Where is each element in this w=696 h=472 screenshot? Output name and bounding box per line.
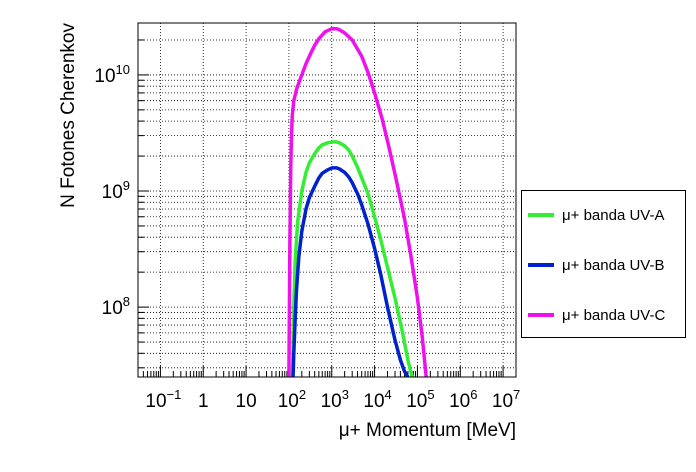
x-tick-label: 10 — [236, 391, 257, 412]
y-tick-label: 1010 — [94, 62, 130, 87]
legend: μ+ banda UV-A μ+ banda UV-B μ+ banda UV-… — [521, 190, 686, 338]
x-tick-label: 102 — [278, 387, 306, 412]
legend-label-uv-b: μ+ banda UV-B — [562, 256, 665, 274]
series-line-2 — [287, 26, 428, 377]
x-tick-labels: 10−1 1 10 102 103 104 105 106 107 — [145, 387, 520, 412]
x-tick-label: 106 — [449, 387, 477, 412]
legend-item-uv-a: μ+ banda UV-A — [528, 205, 664, 225]
legend-label-uv-a: μ+ banda UV-A — [562, 206, 665, 224]
legend-swatch-uv-c — [528, 313, 554, 317]
legend-swatch-uv-a — [528, 213, 554, 217]
y-tick-label: 108 — [102, 294, 130, 319]
x-tick-label: 105 — [406, 387, 434, 412]
legend-item-uv-b: μ+ banda UV-B — [528, 255, 664, 275]
x-tick-label: 10−1 — [145, 387, 181, 412]
x-axis-title: μ+ Momentum [MeV] — [339, 420, 516, 441]
y-tick-label: 109 — [102, 178, 130, 203]
plot-frame — [137, 22, 517, 378]
legend-item-uv-c: μ+ banda UV-C — [528, 305, 665, 325]
x-tick-label: 103 — [321, 387, 349, 412]
x-tick-label: 107 — [492, 387, 520, 412]
x-tick-label: 1 — [198, 391, 209, 412]
series-lines — [287, 26, 428, 377]
x-tick-label: 104 — [363, 387, 391, 412]
y-tick-labels: 108 109 1010 — [94, 62, 130, 319]
series-line-0 — [290, 140, 414, 377]
legend-label-uv-c: μ+ banda UV-C — [562, 306, 666, 324]
axis-ticks — [137, 39, 517, 377]
plot-area — [138, 23, 516, 377]
y-axis-title: N Fotones Cherenkov — [58, 23, 79, 208]
series-line-1 — [291, 166, 410, 377]
legend-swatch-uv-b — [528, 263, 554, 267]
